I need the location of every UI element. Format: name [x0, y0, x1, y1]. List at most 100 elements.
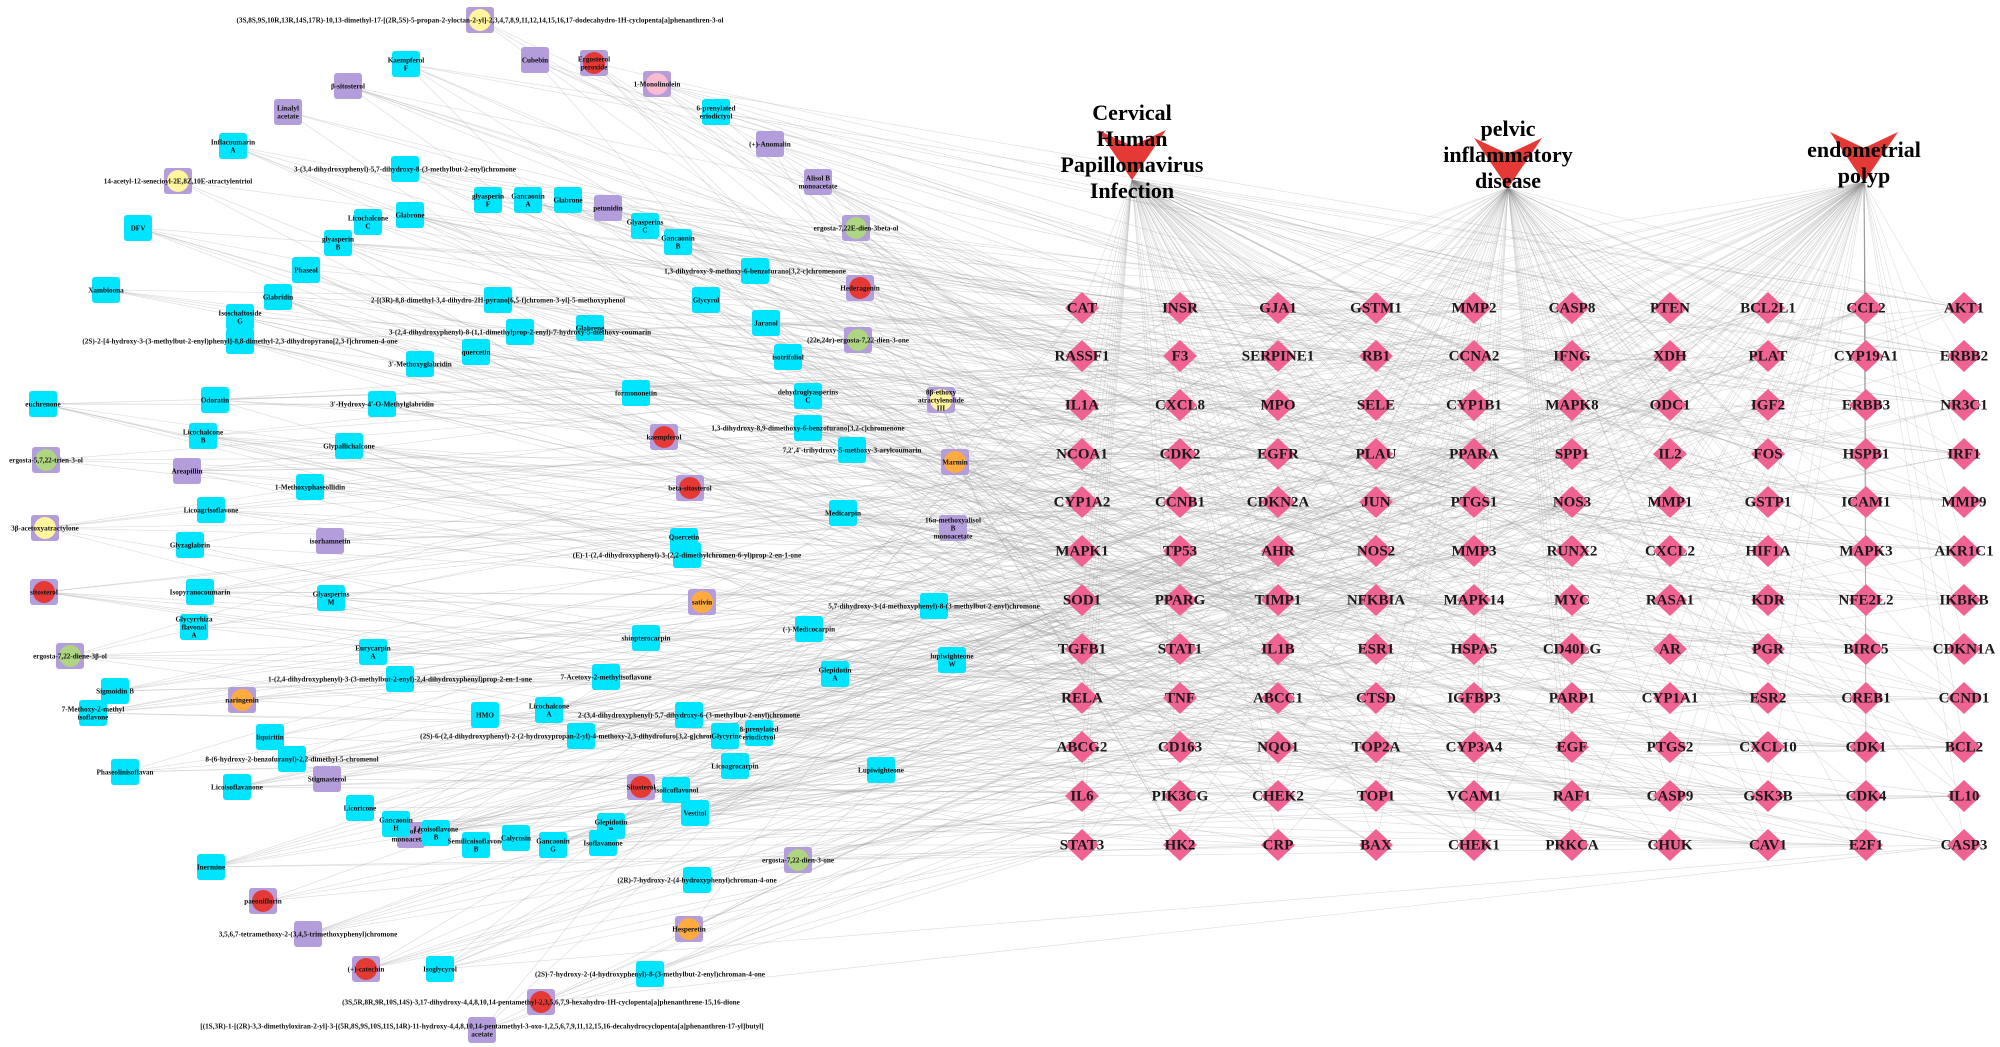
- gene-node-ccnb1[interactable]: CCNB1: [1155, 486, 1205, 518]
- compound-node-hmo[interactable]: HMO: [471, 702, 499, 728]
- gene-node-irf1[interactable]: IRF1: [1947, 438, 1981, 470]
- gene-node-casp3[interactable]: CASP3: [1941, 829, 1988, 861]
- gene-node-stat1[interactable]: STAT1: [1158, 633, 1202, 665]
- gene-node-ctsd[interactable]: CTSD: [1356, 682, 1396, 714]
- compound-node-glycyrol[interactable]: Glycyrol: [692, 287, 720, 313]
- gene-node-mapk1[interactable]: MAPK1: [1055, 535, 1109, 567]
- gene-node-ptgs1[interactable]: PTGS1: [1451, 486, 1498, 518]
- compound-node-anomalin[interactable]: (+)-Anomalin: [749, 131, 791, 157]
- compound-node-petunidin[interactable]: petunidin: [593, 195, 623, 221]
- gene-node-pik3cg[interactable]: PIK3CG: [1152, 780, 1209, 812]
- compound-node-ergosta-dien-3beta-ol[interactable]: ergosta-7,22E-dien-3beta-ol: [814, 215, 899, 241]
- gene-node-ppara[interactable]: PPARA: [1449, 438, 1499, 470]
- compound-node-isolicoflavonol[interactable]: Isolicoflavonol: [654, 777, 699, 803]
- compound-node-benzofurano-chromenone-1[interactable]: 1,3-dihydroxy-9-methoxy-6-benzofurano[3,…: [664, 258, 846, 284]
- gene-node-hif1a[interactable]: HIF1A: [1746, 535, 1791, 567]
- gene-node-ccl2[interactable]: CCL2: [1846, 292, 1886, 324]
- compound-node-licoagrocarpin[interactable]: Licoagrocarpin: [711, 753, 759, 779]
- gene-node-ccna2[interactable]: CCNA2: [1449, 340, 1500, 372]
- gene-node-chek1[interactable]: CHEK1: [1448, 829, 1500, 861]
- gene-node-mapk3[interactable]: MAPK3: [1839, 535, 1893, 567]
- gene-node-chek2[interactable]: CHEK2: [1252, 780, 1304, 812]
- gene-node-icam1[interactable]: ICAM1: [1841, 486, 1891, 518]
- gene-node-pten[interactable]: PTEN: [1650, 292, 1690, 324]
- gene-node-hspb1[interactable]: HSPB1: [1843, 438, 1890, 470]
- compound-node-prenyl-chroman-one[interactable]: (2S)-7-hydroxy-2-(4-hydroxyphenyl)-8-(3-…: [535, 961, 765, 987]
- gene-node-nr3c1[interactable]: NR3C1: [1940, 389, 1988, 421]
- compound-node-tetramethoxy-chromone[interactable]: 3,5,6,7-tetramethoxy-2-(3,4,5-trimethoxy…: [219, 921, 398, 947]
- compound-node-hydroxy-benzofuranyl-chromenol[interactable]: 8-(6-hydroxy-2-benzofuranyl)-2,2-dimethy…: [205, 746, 379, 772]
- gene-node-cat[interactable]: CAT: [1065, 292, 1099, 324]
- gene-node-cyp19a1[interactable]: CYP19A1: [1834, 340, 1898, 372]
- gene-node-bcl2[interactable]: BCL2: [1945, 731, 1983, 763]
- compound-node-catechin[interactable]: (+)-catechin: [348, 956, 385, 982]
- gene-node-cd40lg[interactable]: CD40LG: [1543, 633, 1602, 665]
- compound-node-liquiritin[interactable]: liquiritin: [256, 724, 284, 750]
- gene-node-bax[interactable]: BAX: [1359, 829, 1393, 861]
- gene-node-il10[interactable]: IL10: [1947, 780, 1981, 812]
- compound-node-medicocarpin[interactable]: (-)-Medicocarpin: [783, 616, 835, 642]
- gene-node-bcl2l1[interactable]: BCL2L1: [1740, 292, 1796, 324]
- compound-node-dihydrofuro-chromen-one[interactable]: (2S)-6-(2,4-dihydroxyphenyl)-2-(2-hydrox…: [420, 723, 742, 749]
- gene-node-ahr[interactable]: AHR: [1261, 535, 1295, 567]
- compound-node-sigmoidin-b[interactable]: Sigmoidin B: [96, 678, 134, 704]
- gene-node-erbb2[interactable]: ERBB2: [1940, 340, 1988, 372]
- gene-node-parp1[interactable]: PARP1: [1549, 682, 1595, 714]
- compound-node-licoagrisoflavone[interactable]: Licoagrisoflavone: [184, 497, 239, 523]
- gene-node-mmp3[interactable]: MMP3: [1452, 535, 1497, 567]
- gene-node-il2[interactable]: IL2: [1653, 438, 1687, 470]
- gene-node-e2f1[interactable]: E2F1: [1849, 829, 1883, 861]
- compound-node-isoflavanone[interactable]: Isoflavanone: [583, 830, 623, 856]
- compound-node-phaseolinisoflavan[interactable]: Phaseolinisoflavan: [96, 759, 154, 785]
- gene-node-vcam1[interactable]: VCAM1: [1447, 780, 1501, 812]
- compound-node-glabrone-2[interactable]: Glabrone: [395, 202, 425, 228]
- compound-node-glyzaglabrin[interactable]: Glyzaglabrin: [170, 532, 210, 558]
- compound-node-licoisoflavanone[interactable]: Licoisoflavanone: [211, 774, 263, 800]
- compound-node-naringenin[interactable]: naringenin: [225, 687, 259, 713]
- compound-node-cubebin[interactable]: Cubebin: [521, 47, 549, 73]
- gene-node-insr[interactable]: INSR: [1162, 292, 1198, 324]
- compound-node-hydroxyphenyl-chroman-one[interactable]: (2R)-7-hydroxy-2-(4-hydroxyphenyl)chroma…: [617, 867, 777, 893]
- compound-node-arylcoumarin-1[interactable]: 3-(2,4-dihydroxyphenyl)-8-(1,1-dimethylp…: [389, 319, 651, 345]
- gene-node-xdh[interactable]: XDH: [1653, 340, 1687, 372]
- compound-node-euchrenone[interactable]: euchrenone: [25, 391, 61, 417]
- gene-node-rasa1[interactable]: RASA1: [1646, 584, 1694, 616]
- compound-node-acetoxy-methylisoflavone[interactable]: 7-Acetoxy-2-methylisoflavone: [560, 664, 652, 690]
- compound-node-ergosta-diene-3beta-ol[interactable]: ergosta-7,22-diene-3β-ol: [33, 643, 107, 669]
- gene-node-gsk3b[interactable]: GSK3B: [1743, 780, 1793, 812]
- gene-node-nos2[interactable]: NOS2: [1357, 535, 1395, 567]
- gene-node-gja1[interactable]: GJA1: [1259, 292, 1297, 324]
- compound-node-steroid-ol[interactable]: (3S,8S,9S,10R,13R,14S,17R)-10,13-dimethy…: [237, 7, 724, 33]
- gene-node-pparg[interactable]: PPARG: [1155, 584, 1206, 616]
- gene-node-cxcl2[interactable]: CXCL2: [1645, 535, 1695, 567]
- compound-node-vestitol[interactable]: Vestitol: [681, 800, 709, 826]
- gene-node-tgfb1[interactable]: TGFB1: [1058, 633, 1106, 665]
- compound-node-kaempferol[interactable]: kaempferol: [646, 424, 682, 450]
- gene-node-chuk[interactable]: CHUK: [1648, 829, 1693, 861]
- gene-node-cdkn2a[interactable]: CDKN2A: [1247, 486, 1310, 518]
- compound-node-1-monolinolein[interactable]: 1-Monolinolein: [634, 71, 681, 97]
- gene-node-sod1[interactable]: SOD1: [1063, 584, 1101, 616]
- gene-node-akr1c1[interactable]: AKR1C1: [1934, 535, 1994, 567]
- compound-node-methoxy-methyl-isoflavone[interactable]: 7-Methoxy-2-methylisoflavone: [62, 700, 125, 726]
- compound-node-paeoniflorin[interactable]: paeoniflorin: [244, 888, 282, 914]
- gene-node-jun[interactable]: JUN: [1359, 486, 1393, 518]
- gene-node-stat3[interactable]: STAT3: [1060, 829, 1104, 861]
- gene-node-rassf1[interactable]: RASSF1: [1054, 340, 1110, 372]
- gene-node-birc5[interactable]: BIRC5: [1843, 633, 1889, 665]
- gene-node-cyp1a1[interactable]: CYP1A1: [1642, 682, 1699, 714]
